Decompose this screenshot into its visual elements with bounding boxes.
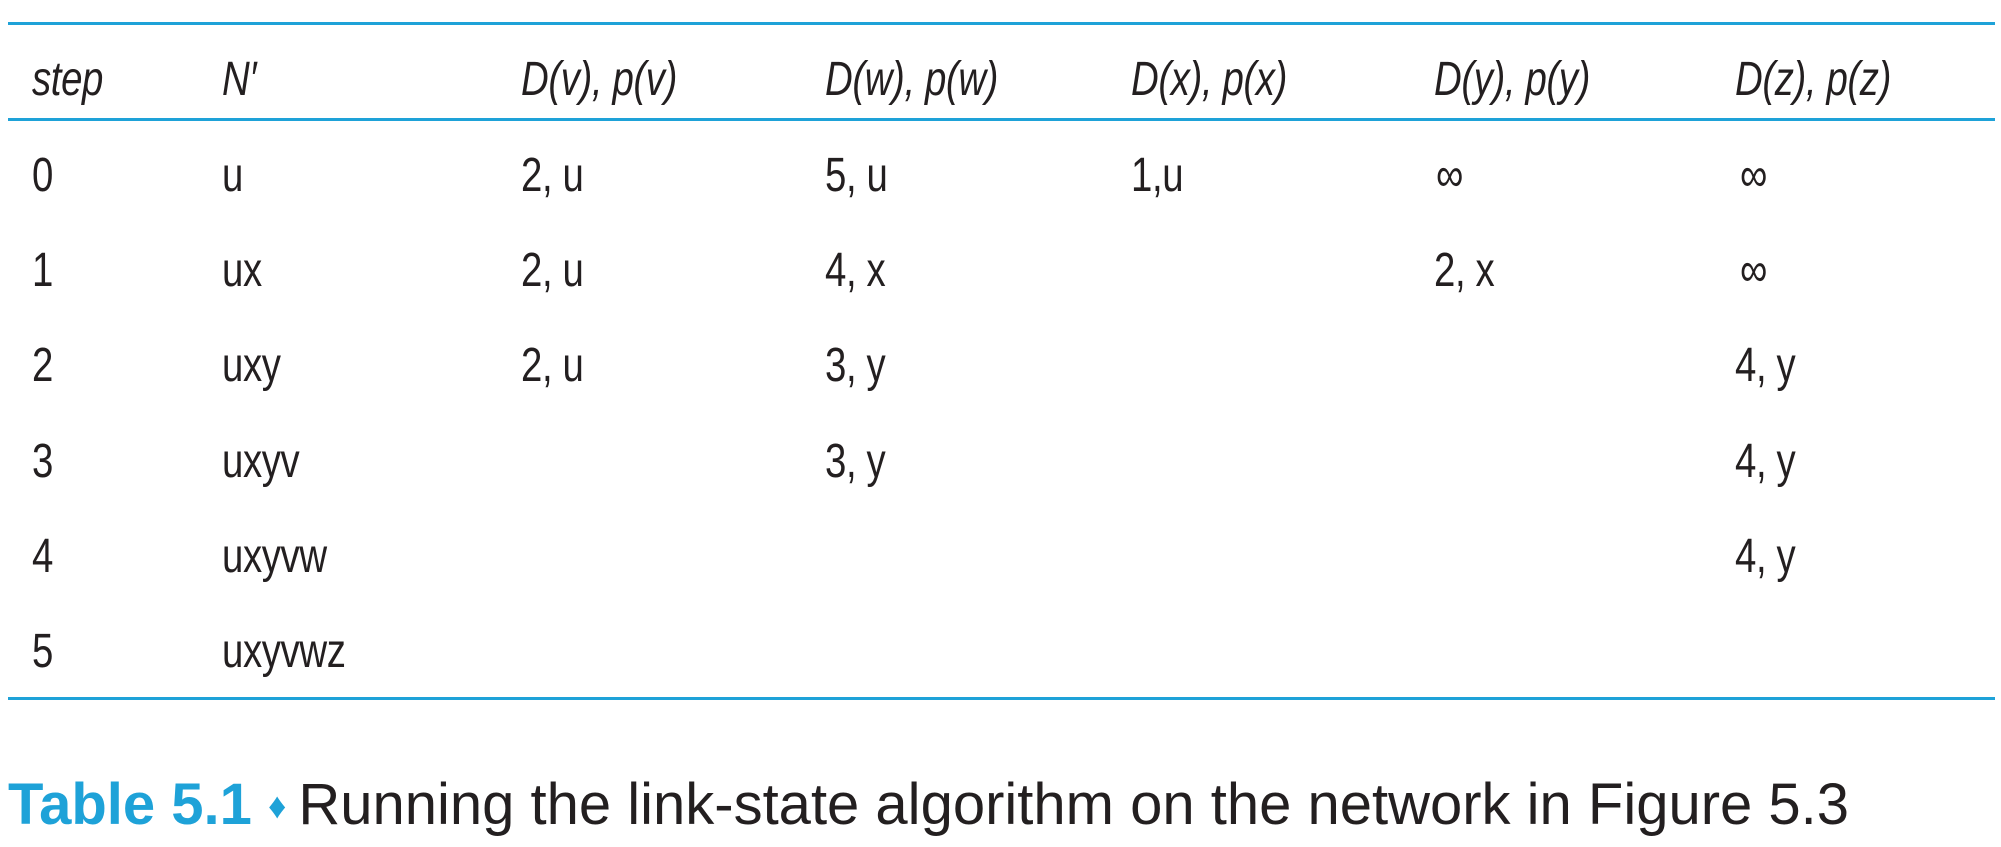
- cell-dz-pz: ∞: [1740, 149, 1767, 202]
- cell-dw-pw: 4, x: [825, 244, 886, 297]
- header-dy-py: D(y), p(y): [1434, 53, 1590, 106]
- cell-dx-px: 1,u: [1131, 149, 1184, 202]
- header-n-prime: N′: [222, 53, 257, 106]
- table-header-rule: [8, 118, 1995, 121]
- cell-dy-py: ∞: [1436, 149, 1463, 202]
- cell-dv-pv: 2, u: [521, 339, 584, 392]
- header-dw-pw: D(w), p(w): [825, 53, 999, 106]
- cell-step: 5: [32, 625, 53, 678]
- cell-n-prime: uxyvw: [222, 530, 327, 583]
- header-step: step: [32, 53, 103, 106]
- cell-step: 2: [32, 339, 53, 392]
- cell-step: 4: [32, 530, 53, 583]
- cell-dz-pz: 4, y: [1735, 530, 1796, 583]
- header-dv-pv: D(v), p(v): [521, 53, 677, 106]
- table-bottom-rule: [8, 697, 1995, 700]
- caption-text: Running the link-state algorithm on the …: [298, 772, 1850, 837]
- cell-dw-pw: 5, u: [825, 149, 888, 202]
- cell-n-prime: u: [222, 149, 243, 202]
- cell-dw-pw: 3, y: [825, 339, 886, 392]
- cell-step: 3: [32, 435, 53, 488]
- cell-dy-py: 2, x: [1434, 244, 1495, 297]
- cell-dv-pv: 2, u: [521, 149, 584, 202]
- cell-step: 0: [32, 149, 53, 202]
- caption-label: Table 5.1: [8, 772, 252, 837]
- cell-dw-pw: 3, y: [825, 435, 886, 488]
- cell-dz-pz: ∞: [1740, 244, 1767, 297]
- cell-n-prime: ux: [222, 244, 262, 297]
- cell-dv-pv: 2, u: [521, 244, 584, 297]
- diamond-icon: ♦: [267, 785, 287, 826]
- table-top-rule: [8, 22, 1995, 25]
- cell-n-prime: uxy: [222, 339, 281, 392]
- table-caption: Table 5.1 ♦ Running the link-state algorit…: [8, 770, 1849, 847]
- cell-dz-pz: 4, y: [1735, 435, 1796, 488]
- cell-step: 1: [32, 244, 53, 297]
- cell-n-prime: uxyv: [222, 435, 300, 488]
- cell-dz-pz: 4, y: [1735, 339, 1796, 392]
- header-dz-pz: D(z), p(z): [1735, 53, 1891, 106]
- cell-n-prime: uxyvwz: [222, 625, 346, 678]
- header-dx-px: D(x), p(x): [1131, 53, 1287, 106]
